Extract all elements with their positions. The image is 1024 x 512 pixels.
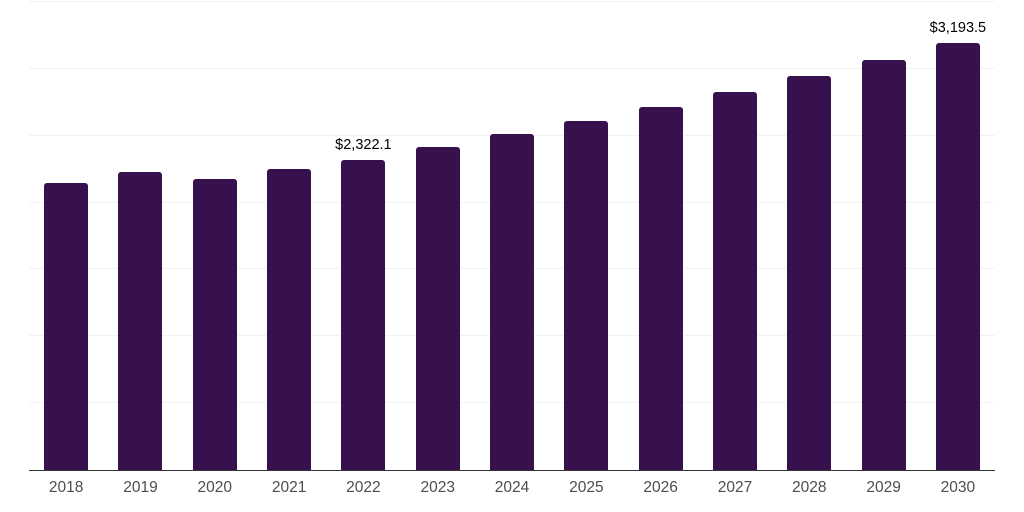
x-tick-2025: 2025 [569,479,604,496]
bar-slot-2021 [252,2,326,470]
bar-slot-2028 [772,2,846,470]
bar-series: $2,322.1 $3,193.5 [29,2,995,470]
data-label-2022: $2,322.1 [335,137,392,154]
x-tick-2028: 2028 [792,479,827,496]
bar-2018 [44,183,89,470]
x-tick-2023: 2023 [420,479,455,496]
x-tick-2030: 2030 [940,479,976,496]
x-axis-tick-labels: 2018 2019 2020 2021 2022 2023 2024 2025 2026 2027… [29,479,995,498]
bar-slot-2023 [401,2,475,470]
bar-2029 [861,60,906,470]
bar-2030 [935,42,980,470]
bar-2026 [638,106,683,470]
bar-slot-2019 [103,2,177,470]
plot-area: $2,322.1 $3,193.5 [29,1,995,471]
bar-slot-2020 [178,2,252,470]
bar-slot-2018 [29,2,103,470]
bar-2027 [712,91,757,470]
x-tick-2020: 2020 [197,479,233,496]
x-tick-2024: 2024 [494,479,530,496]
x-tick-2022: 2022 [346,479,381,496]
bar-slot-2027 [698,2,772,470]
bar-slot-2029 [846,2,920,470]
x-tick-2018: 2018 [48,479,84,496]
x-tick-2021: 2021 [271,479,307,496]
x-axis-line [29,470,995,471]
bar-2021 [267,169,312,470]
bar-slot-2025 [549,2,623,470]
bar-slot-2030: $3,193.5 [921,2,995,470]
bar-2019 [118,171,163,470]
x-tick-2027: 2027 [717,479,753,496]
bar-2022 [341,159,386,470]
gridline-3000 [29,67,995,69]
bar-slot-2022: $2,322.1 [326,2,400,470]
bar-2020 [192,178,237,470]
x-tick-2026: 2026 [643,479,678,496]
bar-2025 [564,120,609,470]
x-tick-2019: 2019 [123,479,158,496]
bar-slot-2026 [624,2,698,470]
gridline-3500 [29,1,995,2]
bar-2028 [787,76,832,470]
bar-2023 [415,147,460,470]
data-label-2030: $3,193.5 [929,20,987,37]
x-tick-2029: 2029 [866,479,901,496]
bar-2024 [490,134,535,470]
bar-slot-2024 [475,2,549,470]
